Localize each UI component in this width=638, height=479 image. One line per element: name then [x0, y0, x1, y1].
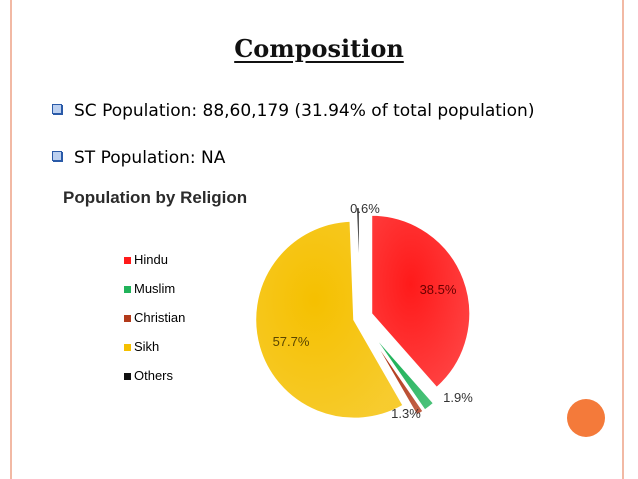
frame-rail-left: [10, 0, 12, 479]
legend-label: Muslim: [134, 281, 176, 296]
legend-label: Hindu: [134, 252, 168, 267]
pie-slice-muslim: [367, 328, 436, 412]
legend-label: Sikh: [134, 339, 160, 354]
legend-swatch: [124, 373, 131, 380]
legend-label: Others: [134, 368, 174, 383]
legend-swatch: [124, 315, 131, 322]
decorative-circle: [562, 394, 608, 440]
frame-rail-right: [622, 0, 624, 479]
slide-title-text: Composition: [234, 34, 404, 63]
slide-title: Composition: [0, 34, 638, 63]
pie-slice-others: [355, 206, 361, 307]
slide-frame-left: [0, 0, 16, 479]
pie-slice-hindu: [370, 213, 472, 390]
bullet-st-population: ST Population: NA: [52, 148, 225, 168]
pie-slice-sikh: [254, 219, 405, 420]
bullet-sc-population: SC Population: 88,60,179 (31.94% of tota…: [52, 101, 534, 121]
legend-swatch: [124, 286, 131, 293]
pie-slice-christian: [366, 329, 426, 418]
bullet-text: SC Population: 88,60,179 (31.94% of tota…: [74, 101, 535, 121]
legend-swatch: [124, 257, 131, 264]
data-label-others: 0.6%: [350, 201, 380, 216]
data-label-sikh: 57.7%: [273, 334, 310, 349]
legend-label: Christian: [134, 310, 186, 325]
chart-title: Population by Religion: [63, 188, 248, 207]
bullet-text: ST Population: NA: [74, 148, 226, 168]
legend-swatch: [124, 344, 131, 351]
slide-frame-right: [616, 0, 638, 479]
bullet-square-icon: [52, 151, 62, 161]
bullet-square-icon: [52, 104, 62, 114]
data-label-muslim: 1.9%: [443, 390, 473, 405]
data-label-hindu: 38.5%: [420, 282, 457, 297]
data-label-christian: 1.3%: [391, 406, 421, 421]
